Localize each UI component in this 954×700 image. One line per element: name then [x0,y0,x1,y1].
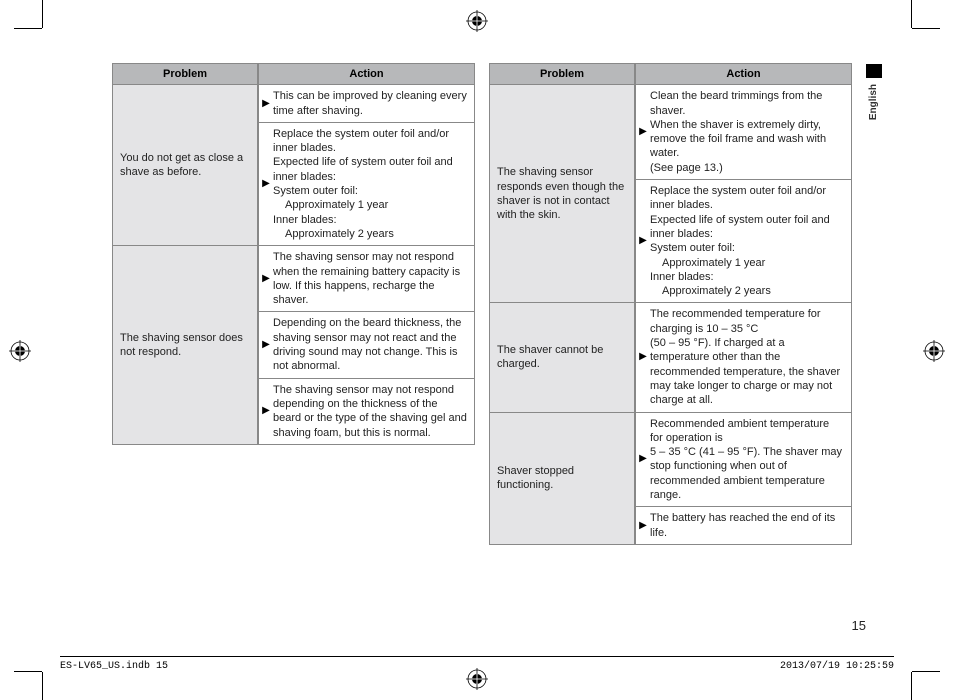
language-tab: English [866,78,882,146]
action-text: This can be improved by cleaning every t… [271,89,468,118]
action-item: ▶The shaving sensor may not respond depe… [259,379,474,444]
action-cell: ▶Recommended ambient temperature for ope… [635,413,852,545]
bullet-icon: ▶ [638,521,648,531]
header-problem: Problem [112,63,258,85]
language-label: English [868,84,879,120]
bullet-icon: ▶ [261,274,271,284]
troubleshoot-table-left: Problem Action You do not get as close a… [112,63,475,445]
action-text: Replace the system outer foil and/or inn… [271,127,468,241]
action-text: The shaving sensor may not respond when … [271,250,468,307]
action-item: ▶Recommended ambient temperature for ope… [636,413,851,508]
action-cell: ▶Clean the beard trimmings from the shav… [635,85,852,303]
action-item: ▶The recommended temperature for chargin… [636,303,851,411]
print-slug: ES-LV65_US.indb 15 2013/07/19 10:25:59 [60,656,894,672]
action-cell: ▶This can be improved by cleaning every … [258,85,475,246]
bullet-icon: ▶ [638,352,648,362]
slug-filename: ES-LV65_US.indb 15 [60,661,168,672]
right-column: Problem Action The shaving sensor respon… [489,63,852,545]
bullet-icon: ▶ [261,340,271,350]
action-cell: ▶The recommended temperature for chargin… [635,303,852,412]
problem-cell: The shaving sensor responds even though … [489,85,635,303]
header-action: Action [258,63,475,85]
action-text: The shaving sensor may not respond depen… [271,383,468,440]
slug-timestamp: 2013/07/19 10:25:59 [780,661,894,672]
troubleshoot-table-right: Problem Action The shaving sensor respon… [489,63,852,545]
problem-cell: The shaver cannot be charged. [489,303,635,412]
left-column: Problem Action You do not get as close a… [112,63,475,545]
bullet-icon: ▶ [261,99,271,109]
action-text: Replace the system outer foil and/or inn… [648,184,845,298]
action-text: Clean the beard trimmings from the shave… [648,89,845,175]
header-problem: Problem [489,63,635,85]
problem-cell: You do not get as close a shave as befor… [112,85,258,246]
problem-cell: The shaving sensor does not respond. [112,246,258,445]
action-text: Recommended ambient temperature for oper… [648,417,845,503]
action-item: ▶The battery has reached the end of its … [636,507,851,544]
action-item: ▶Depending on the beard thickness, the s… [259,312,474,378]
action-text: The battery has reached the end of its l… [648,511,845,540]
action-item: ▶The shaving sensor may not respond when… [259,246,474,312]
action-text: Depending on the beard thickness, the sh… [271,316,468,373]
action-item: ▶Replace the system outer foil and/or in… [636,180,851,302]
registration-mark-icon [466,10,488,32]
bullet-icon: ▶ [638,127,648,137]
action-text: The recommended temperature for charging… [648,307,845,407]
registration-mark-icon [9,340,31,362]
page-number: 15 [852,618,866,633]
bullet-icon: ▶ [261,179,271,189]
problem-cell: Shaver stopped functioning. [489,413,635,545]
action-item: ▶Replace the system outer foil and/or in… [259,123,474,245]
action-cell: ▶The shaving sensor may not respond when… [258,246,475,445]
action-item: ▶Clean the beard trimmings from the shav… [636,85,851,180]
action-item: ▶This can be improved by cleaning every … [259,85,474,123]
bullet-icon: ▶ [261,406,271,416]
page-content: Problem Action You do not get as close a… [112,63,852,545]
registration-mark-icon [923,340,945,362]
bullet-icon: ▶ [638,454,648,464]
bullet-icon: ▶ [638,236,648,246]
header-action: Action [635,63,852,85]
